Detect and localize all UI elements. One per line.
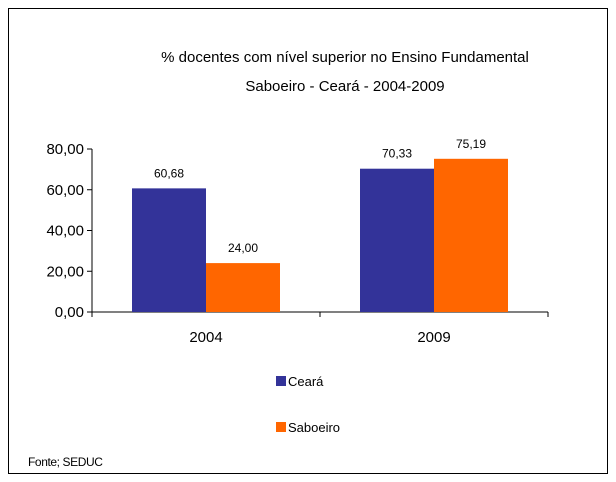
bar-cear- xyxy=(360,168,434,312)
data-label: 60,68 xyxy=(154,166,184,180)
data-label: 70,33 xyxy=(382,147,412,161)
y-tick-label: 80,00 xyxy=(46,141,84,158)
x-tick-label: 2004 xyxy=(189,329,222,346)
x-tick-label: 2009 xyxy=(417,329,450,346)
plot-area: 0,00 20,00 40,00 60,00 80,00 60,68 24,00 2004 70… xyxy=(46,137,549,346)
bar-saboeiro xyxy=(206,263,280,312)
data-label: 75,19 xyxy=(456,137,486,151)
legend-label: Saboeiro xyxy=(288,420,340,435)
y-tick-label: 60,00 xyxy=(46,182,84,199)
legend-label: Ceará xyxy=(288,374,324,389)
y-tick-label: 20,00 xyxy=(46,263,84,280)
chart-title: % docentes com nível superior no Ensino … xyxy=(161,49,529,66)
legend-swatch xyxy=(276,422,286,432)
bar-cear- xyxy=(132,188,206,312)
data-label: 24,00 xyxy=(228,241,258,255)
chart-subtitle: Saboeiro - Ceará - 2004-2009 xyxy=(245,78,444,95)
source-note: Fonte; SEDUC xyxy=(28,455,103,469)
legend: Ceará Saboeiro xyxy=(276,374,340,435)
legend-swatch xyxy=(276,376,286,386)
y-tick-label: 40,00 xyxy=(46,223,84,240)
y-tick-label: 0,00 xyxy=(55,304,84,321)
bar-saboeiro xyxy=(434,158,508,312)
